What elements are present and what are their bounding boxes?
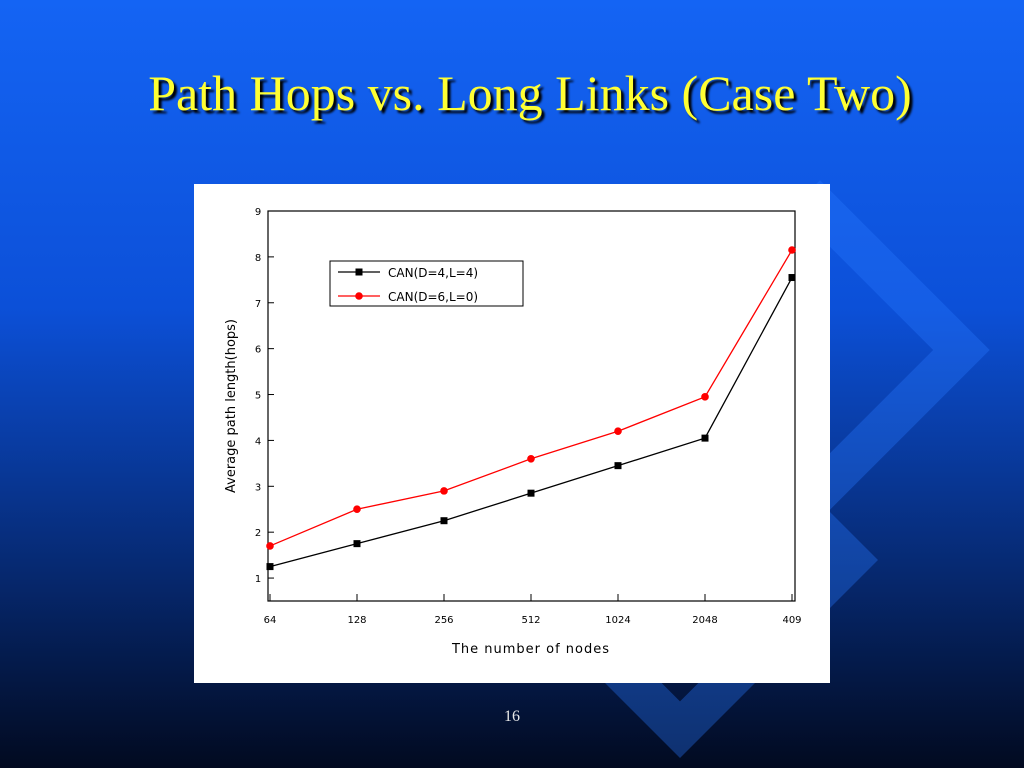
x-tick-label: 512 [521,615,540,626]
marker [266,563,274,571]
y-tick-label: 6 [255,345,261,356]
y-tick-label: 2 [255,528,261,539]
x-tick-label: 2048 [692,615,717,626]
marker [355,268,363,276]
x-tick-label: 128 [347,615,366,626]
legend-label: CAN(D=6,L=0) [388,290,478,304]
marker [266,542,274,550]
marker [788,246,796,254]
y-tick-label: 8 [255,253,261,264]
x-tick-label: 1024 [605,615,630,626]
marker [440,517,448,525]
x-tick-label: 256 [434,615,453,626]
marker [614,462,622,470]
y-tick-label: 1 [255,574,261,585]
y-tick-label: 9 [255,207,261,218]
x-axis-label: The number of nodes [451,642,610,657]
x-tick-label: 409 [782,615,801,626]
marker [353,540,361,548]
marker [701,393,709,401]
marker [355,292,363,300]
y-tick-label: 7 [255,299,261,310]
y-tick-label: 5 [255,391,261,402]
page-number: 16 [504,708,520,725]
marker [353,505,361,514]
y-tick-label: 3 [255,482,261,493]
marker [440,487,448,495]
x-tick-label: 64 [264,615,277,626]
marker [527,454,535,463]
marker [614,427,622,436]
marker [527,489,535,497]
y-tick-label: 4 [255,436,261,447]
legend-label: CAN(D=4,L=4) [388,266,478,280]
slide-title: Path Hops vs. Long Links (Case Two) [148,65,912,121]
marker [701,434,709,442]
chart-background [194,184,830,683]
y-axis-label: Average path length(hops) [224,319,239,493]
marker [788,274,796,282]
